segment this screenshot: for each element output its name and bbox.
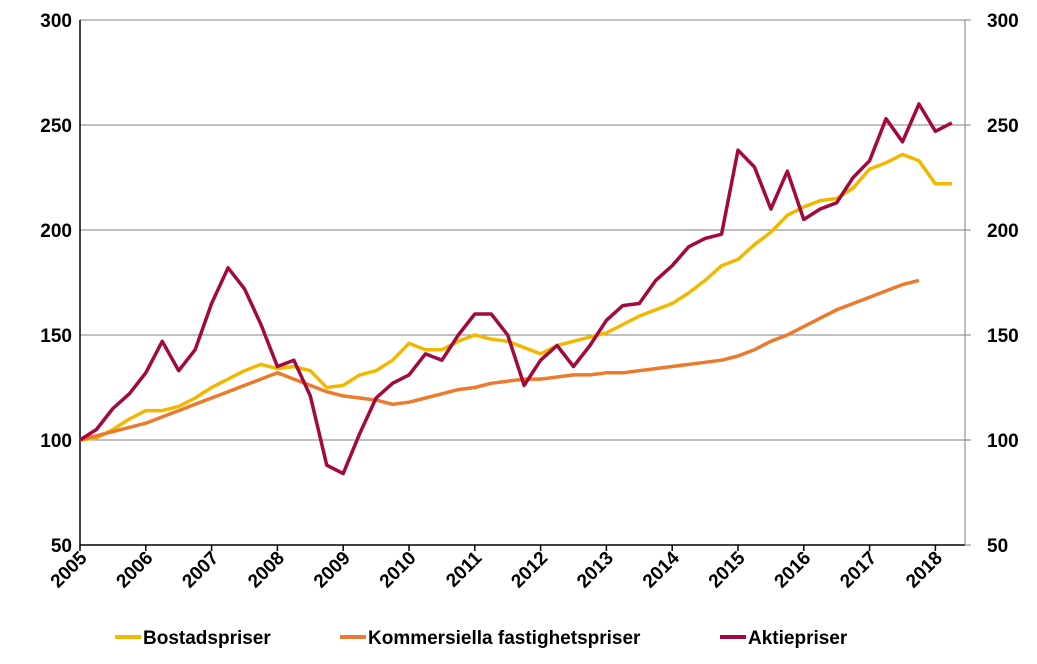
y-tick-label: 150 [40, 326, 72, 347]
x-tick-label: 2014 [639, 547, 684, 592]
y-tick-label: 100 [40, 431, 72, 452]
y2-tick-label: 200 [987, 221, 1019, 242]
y-tick-label: 250 [40, 116, 72, 137]
y2-tick-label: 150 [987, 326, 1019, 347]
line-series [79, 152, 952, 442]
x-tick-label: 2013 [573, 548, 618, 593]
legend-label: Aktiepriser [748, 628, 848, 649]
y2-tick-label: 250 [987, 116, 1019, 137]
y-tick-label: 200 [40, 221, 72, 242]
x-tick-label: 2011 [442, 547, 486, 591]
x-tick-label: 2009 [310, 548, 355, 593]
x-tick-label: 2018 [902, 548, 947, 593]
x-tick-label: 2012 [507, 548, 552, 593]
y2-tick-label: 100 [987, 431, 1019, 452]
y-tick-label: 300 [40, 11, 72, 32]
legend-label: Bostadspriser [143, 628, 271, 649]
x-tick-label: 2006 [113, 548, 158, 593]
line-series [79, 278, 920, 442]
x-tick-label: 2010 [376, 548, 421, 593]
legend-label: Kommersiella fastighetspriser [368, 628, 641, 649]
x-tick-label: 2007 [178, 548, 223, 593]
x-tick-label: 2016 [771, 548, 816, 593]
y-tick-label: 50 [51, 536, 72, 557]
line-series [79, 102, 953, 476]
y2-tick-label: 300 [987, 11, 1019, 32]
y2-tick-label: 50 [987, 536, 1008, 557]
x-tick-label: 2015 [705, 547, 750, 592]
x-tick-label: 2017 [836, 548, 881, 593]
x-tick-label: 2008 [244, 548, 289, 593]
